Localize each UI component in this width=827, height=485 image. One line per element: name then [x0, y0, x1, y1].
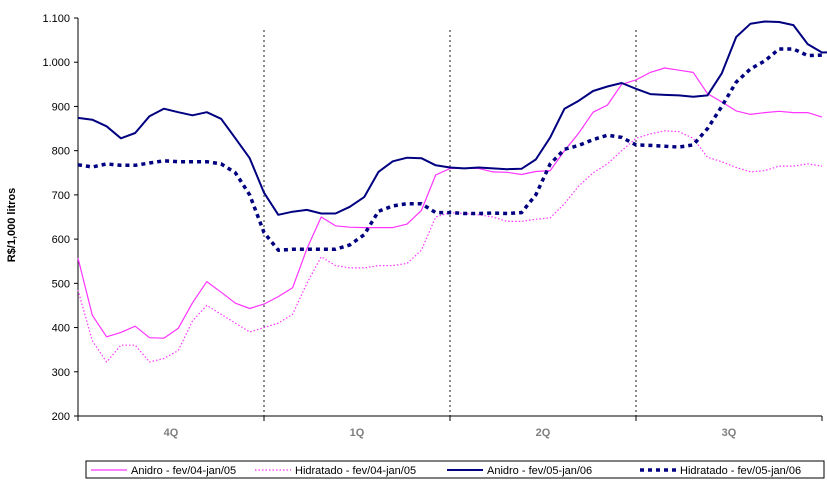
x-tick-label: 3Q — [722, 427, 737, 439]
legend-label-1: Anidro - fev/04-jan/05 — [131, 465, 236, 477]
y-axis-label: R$/1,000 litros — [6, 188, 18, 263]
y-tick-label: 1.000 — [42, 57, 70, 69]
y-tick-label: 800 — [52, 146, 70, 158]
y-tick-label: 200 — [52, 411, 70, 423]
series-line-1 — [77, 67, 823, 339]
legend-label-3: Anidro - fev/05-jan/06 — [487, 465, 592, 477]
y-tick-label: 400 — [52, 323, 70, 335]
legend-label-4: Hidratado - fev/05-jan/06 — [680, 465, 801, 477]
legend: Anidro - fev/04-jan/05 Hidratado - fev/04… — [85, 460, 825, 479]
y-tick-label: 700 — [52, 190, 70, 202]
x-tick-label: 4Q — [164, 427, 179, 439]
y-tick-label: 600 — [52, 234, 70, 246]
y-tick-label: 900 — [52, 101, 70, 113]
series-line-4 — [77, 47, 823, 252]
series-line-3 — [77, 20, 827, 216]
y-tick-label: 1.100 — [42, 13, 70, 25]
x-tick-label: 2Q — [536, 427, 551, 439]
y-tick-label: 500 — [52, 278, 70, 290]
x-tick-label: 1Q — [350, 427, 365, 439]
y-tick-label: 300 — [52, 367, 70, 379]
legend-label-2: Hidratado - fev/04-jan/05 — [295, 465, 416, 477]
